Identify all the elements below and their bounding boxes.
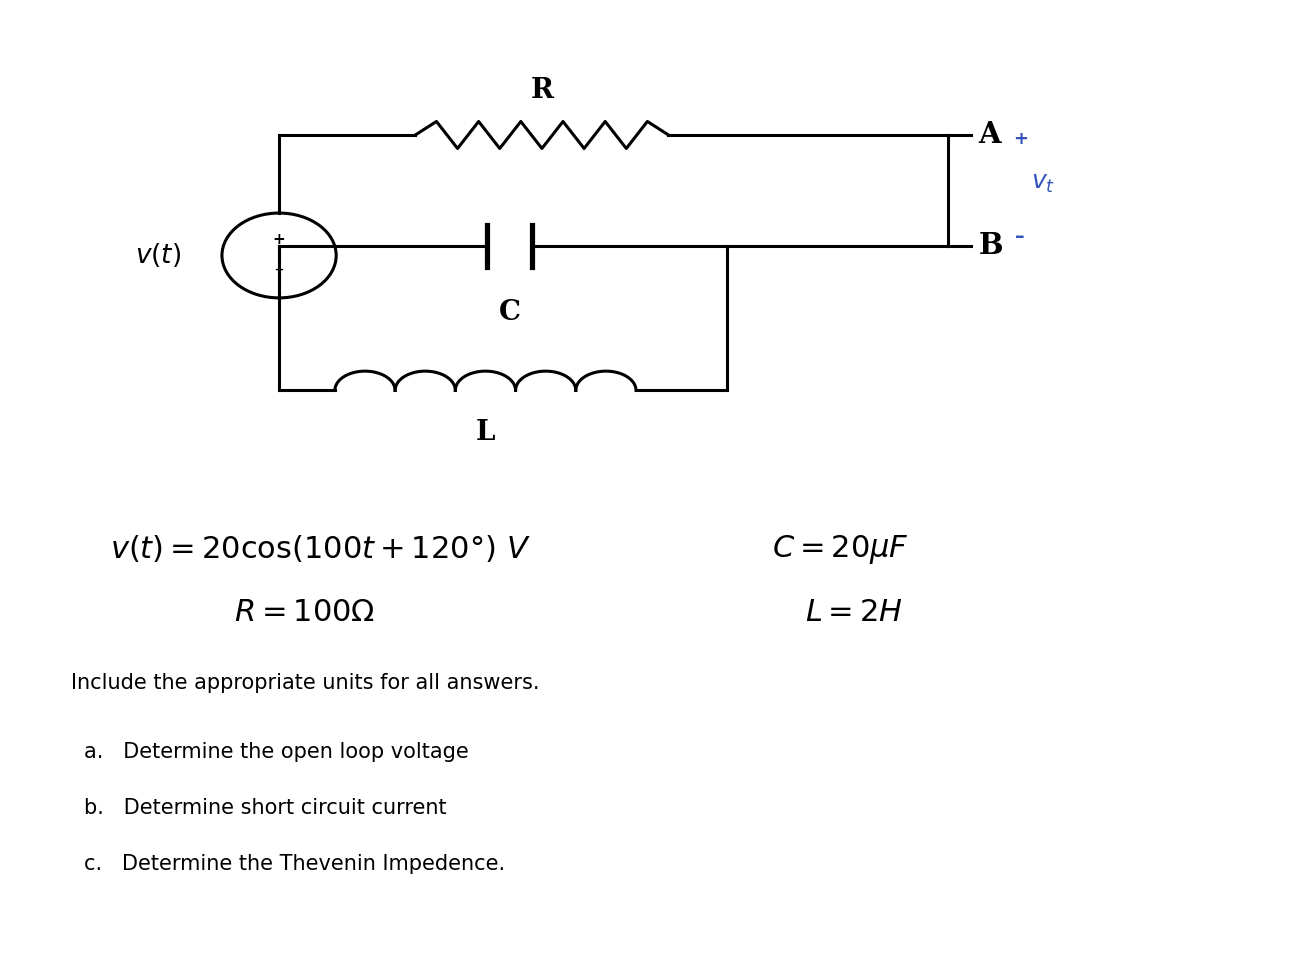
Text: A: A bbox=[979, 120, 1001, 149]
Text: $v_t$: $v_t$ bbox=[1032, 171, 1055, 195]
Text: C: C bbox=[498, 299, 520, 326]
Text: +: + bbox=[273, 231, 286, 247]
Text: +: + bbox=[1012, 130, 1028, 148]
Text: Include the appropriate units for all answers.: Include the appropriate units for all an… bbox=[71, 673, 540, 692]
Text: $v(t)$: $v(t)$ bbox=[135, 241, 182, 270]
Text: –: – bbox=[275, 260, 283, 278]
Text: R: R bbox=[531, 77, 553, 104]
Text: $L = 2H$: $L = 2H$ bbox=[805, 597, 902, 628]
Text: –: – bbox=[1015, 228, 1025, 246]
Text: B: B bbox=[979, 231, 1003, 260]
Text: $v(t) = 20\mathrm{cos}(100t + 120°)\ V$: $v(t) = 20\mathrm{cos}(100t + 120°)\ V$ bbox=[110, 534, 531, 565]
Text: b.   Determine short circuit current: b. Determine short circuit current bbox=[84, 798, 447, 817]
Text: L: L bbox=[475, 419, 496, 446]
Text: $R = 100\Omega$: $R = 100\Omega$ bbox=[234, 597, 375, 628]
Text: c.   Determine the Thevenin Impedence.: c. Determine the Thevenin Impedence. bbox=[84, 854, 505, 873]
Text: $C = 20\mu F$: $C = 20\mu F$ bbox=[772, 533, 909, 566]
Text: a.   Determine the open loop voltage: a. Determine the open loop voltage bbox=[84, 742, 469, 762]
